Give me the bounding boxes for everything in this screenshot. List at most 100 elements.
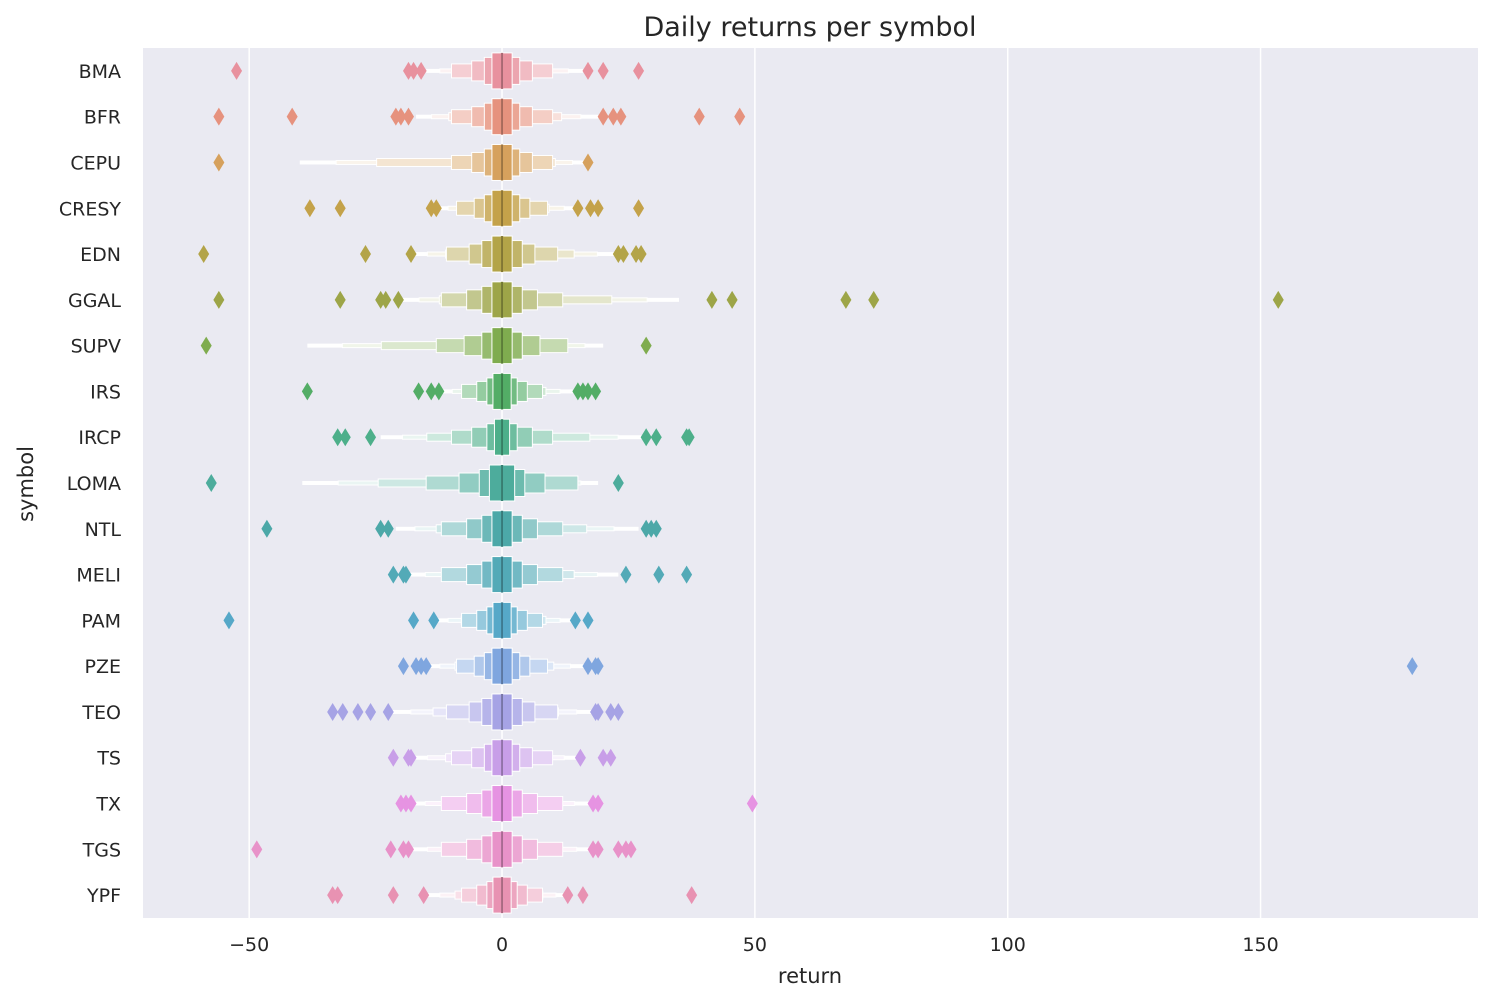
outlier-marker xyxy=(337,702,349,721)
outlier-marker xyxy=(231,61,243,80)
outlier-marker xyxy=(640,336,652,355)
outlier-marker xyxy=(577,886,589,905)
outlier-marker xyxy=(365,702,377,721)
outlier-marker xyxy=(375,519,387,538)
outlier-marker xyxy=(612,474,624,492)
outlier-marker xyxy=(365,428,377,447)
outlier-marker xyxy=(334,290,346,309)
x-tick-label: 0 xyxy=(496,934,508,956)
y-tick-label: TX xyxy=(95,794,121,816)
outlier-marker xyxy=(612,840,624,859)
x-tick-label: 100 xyxy=(990,934,1026,956)
outlier-marker xyxy=(395,107,407,126)
boxen-cresy xyxy=(436,189,578,227)
y-axis-label: symbol xyxy=(14,446,38,522)
boxen-pze xyxy=(426,647,586,685)
outlier-marker xyxy=(650,519,662,538)
outlier-marker xyxy=(650,428,662,447)
outlier-marker xyxy=(402,840,414,859)
outlier-marker xyxy=(617,245,629,264)
y-tick-label: TS xyxy=(96,748,121,770)
outlier-marker xyxy=(413,382,425,401)
x-axis-label: return xyxy=(778,964,842,988)
outlier-marker xyxy=(693,107,705,126)
outlier-marker xyxy=(408,61,420,80)
outlier-marker xyxy=(633,199,645,218)
boxen-edn xyxy=(411,235,619,273)
outlier-marker xyxy=(380,290,392,309)
outlier-marker xyxy=(286,107,298,126)
outlier-marker xyxy=(868,290,880,309)
outlier-marker xyxy=(251,840,263,859)
outlier-marker xyxy=(397,657,409,676)
x-tick-labels: −50 0 50 100 150 xyxy=(229,934,1279,956)
outlier-marker xyxy=(392,290,404,309)
outlier-marker xyxy=(200,336,212,355)
outlier-marker xyxy=(597,61,609,80)
outlier-marker xyxy=(332,428,344,447)
outlier-marker xyxy=(653,565,665,584)
outlier-marker xyxy=(408,611,420,630)
outlier-marker xyxy=(430,199,442,218)
outlier-marker xyxy=(582,657,594,676)
outlier-marker xyxy=(301,382,313,401)
boxen-teo xyxy=(390,693,594,731)
boxen-loma xyxy=(302,464,599,502)
y-tick-label: GGAL xyxy=(68,290,121,312)
y-tick-label: CRESY xyxy=(59,198,122,220)
outlier-marker xyxy=(1272,290,1284,309)
outlier-marker xyxy=(726,290,738,309)
y-tick-label: NTL xyxy=(85,519,122,541)
y-tick-label: CEPU xyxy=(70,152,121,174)
outlier-marker xyxy=(706,290,718,309)
outlier-marker xyxy=(746,794,758,813)
outlier-marker xyxy=(213,290,225,309)
outlier-marker xyxy=(213,107,225,126)
boxen-ircp xyxy=(380,418,644,456)
outlier-marker xyxy=(597,107,609,126)
outlier-marker xyxy=(592,794,604,813)
outlier-marker xyxy=(213,153,225,172)
boxen-meli xyxy=(408,556,619,594)
y-tick-label: LOMA xyxy=(67,473,121,495)
outlier-marker xyxy=(612,702,624,721)
boxen-irs xyxy=(441,372,573,410)
outlier-marker xyxy=(382,519,394,538)
boxen-tgs xyxy=(411,830,594,868)
boxen-bma xyxy=(426,52,583,90)
outlier-marker xyxy=(339,428,351,447)
outlier-marker xyxy=(572,199,584,218)
y-tick-label: TEO xyxy=(81,702,121,724)
outlier-marker xyxy=(633,61,645,80)
boxen-bfr xyxy=(416,98,599,136)
x-tick-label: 150 xyxy=(1242,934,1278,956)
outlier-marker xyxy=(582,382,594,401)
outlier-marker xyxy=(332,886,344,905)
outlier-marker xyxy=(590,382,602,401)
outlier-marker xyxy=(400,565,412,584)
outlier-marker xyxy=(607,107,619,126)
y-tick-label: IRS xyxy=(90,381,121,403)
boxen-series xyxy=(299,52,680,914)
y-tick-label: PZE xyxy=(85,656,121,678)
outlier-marker xyxy=(592,199,604,218)
y-tick-label: TGS xyxy=(82,839,121,861)
outlier-marker xyxy=(592,702,604,721)
outlier-marker xyxy=(405,245,417,264)
outlier-marker xyxy=(734,107,746,126)
boxen-ts xyxy=(411,739,578,777)
outlier-marker xyxy=(562,886,574,905)
outlier-marker xyxy=(592,657,604,676)
outlier-marker xyxy=(360,245,371,264)
outlier-marker xyxy=(635,245,647,264)
outlier-marker xyxy=(683,428,695,447)
outlier-marker xyxy=(425,382,437,401)
boxen-ntl xyxy=(395,510,639,548)
outlier-marker xyxy=(334,199,346,218)
outlier-marker xyxy=(405,794,417,813)
y-tick-label: BFR xyxy=(84,107,121,129)
outlier-marker xyxy=(418,886,430,905)
chart-title: Daily returns per symbol xyxy=(643,12,976,43)
outlier-marker xyxy=(605,702,617,721)
outlier-marker xyxy=(327,702,339,721)
